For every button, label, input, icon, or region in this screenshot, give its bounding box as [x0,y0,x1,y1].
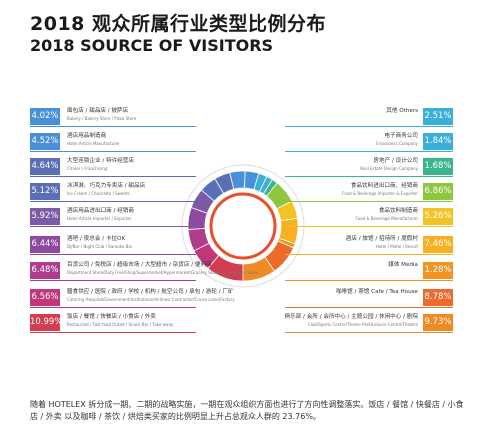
footer-text: 随着 HOTELEX 拆分成一期、二期的战略实施，一期在观众组织方面也进行了方向… [30,400,464,421]
legend-row: 6.56% 膳食供应 / 医院 / 政府 / 学校 / 机构 / 航空公司 / 承… [30,289,235,309]
legend-row: 4.52% 酒店用品制造商 Hotel Article Manufacturer [30,133,196,153]
legend-row: 8.78% 咖啡馆 / 茶馆 Cafe / Tea House [285,289,453,309]
category-label-en: Hotel Article Importer / Exporter [67,216,132,221]
leader-line [30,307,196,308]
leader-line [30,151,196,152]
leader-line [30,176,196,177]
category-label: 媒体 Media [388,262,418,268]
legend-row: 5.26% 食品饮料制造商 Food & Beverage Manufacturer [285,208,453,228]
category-label-en: Food & Beverage Manufacturer [355,216,418,221]
category-label-en: DJ/Bar / Night Club / Karaoke Bar [67,244,133,249]
percent-badge: 6.56% [30,289,60,306]
category-label-en: Hotel Article Manufacturer [67,141,120,146]
category-label-en: Department Store/Duty Free/Shop/Supermar… [67,270,258,275]
percent-badge: 1.28% [423,262,453,279]
percent-badge: 6.44% [30,236,60,253]
percent-badge: 6.86% [423,183,453,200]
category-label: 酒店用品制造商 [67,133,107,139]
legend-row: 7.46% 酒店 / 旅馆 / 招待所 / 度假村 Hotel / Motel / … [285,236,453,256]
percent-badge: 9.73% [423,314,453,331]
donut-chart [181,164,305,288]
category-label-en: Ice Cream / Chocolate / Sweets [67,191,130,196]
category-label: 电子商务公司 [384,133,418,139]
legend-row: 1.68% 房地产 / 设计公司 Real Estate Design Compan… [285,158,453,178]
percent-badge: 2.51% [423,108,453,125]
percent-badge: 5.26% [423,208,453,225]
legend-row: 6.86% 食品饮料进出口商、经销商 Food & Beverage Importe… [285,183,453,203]
category-label-en: Bakery / Bakery Store / Pizza Store [67,116,137,121]
percent-badge: 5.92% [30,208,60,225]
legend-row: 5.12% 冰淇淋、巧克力专卖店 / 甜品店 Ice Cream / Chocola… [30,183,196,203]
percent-badge: 8.78% [423,289,453,306]
leader-line [285,280,453,281]
category-label-en: Food & Beverage Importer & Exporter [342,191,418,196]
category-label-en: Catering /Hospital/Government/Institutio… [67,297,235,302]
percent-badge: 5.12% [30,183,60,200]
percent-badge: 6.48% [30,262,60,279]
leader-line [285,151,453,152]
percent-badge: 4.02% [30,108,60,125]
category-label-en: Club/Sports Centre/Theme Park/Leisure Ce… [307,322,418,327]
category-label-en: E-business Company [376,141,418,146]
leader-line [285,254,453,255]
legend-row: 6.44% 酒吧 / 夜总会 / 卡拉OK DJ/Bar / Night Club … [30,236,196,256]
category-label: 膳食供应 / 医院 / 政府 / 学校 / 机构 / 航空公司 / 承包 / 游… [67,289,234,295]
category-label: 饭店 / 餐馆 / 快餐店 / 小食店 / 外卖 [67,314,156,320]
leader-line [30,226,196,227]
category-label: 其他 Others [386,108,418,114]
page-title: 2018 观众所属行业类型比例分布 [30,13,326,35]
leader-line [285,307,453,308]
category-label: 食品饮料进出口商、经销商 [350,183,418,189]
category-label: 酒店 / 旅馆 / 招待所 / 度假村 [345,236,418,242]
legend-row: 1.84% 电子商务公司 E-business Company [285,133,453,153]
leader-line [285,126,453,127]
category-label: 咖啡馆 / 茶馆 Cafe / Tea House [335,289,418,295]
category-label: 酒店用品进出口商 / 经销商 [67,208,134,214]
percent-badge: 7.46% [423,236,453,253]
category-label: 酒吧 / 夜总会 / 卡拉OK [67,236,126,242]
donut-segment [242,256,276,282]
legend-row: 4.02% 面包店 / 甜品店 / 披萨店 Bakery / Bakery Stor… [30,108,196,128]
leader-line [30,332,196,333]
category-label: 食品饮料制造商 [378,208,418,214]
leader-line [30,280,196,281]
category-label: 俱乐部 / 会所 / 会所中心 / 主题公园 / 休闲中心 / 剧院 [284,314,419,320]
leader-line [30,126,196,127]
leader-line [285,226,453,227]
legend-row: 6.48% 百货公司 / 免税店 / 超级市场 / 大型超市 / 杂货店 / 便利… [30,262,258,282]
percent-badge: 4.52% [30,133,60,150]
leader-line [285,201,453,202]
legend-row: 4.64% 大型连锁企业 / 特许经营店 Chains / Franchising [30,158,196,178]
category-label: 面包店 / 甜品店 / 披萨店 [67,108,129,114]
legend-row: 1.28% 媒体 Media [285,262,453,282]
legend-row: 2.51% 其他 Others [285,108,453,128]
percent-badge: 1.68% [423,158,453,175]
donut-inner-ring [209,192,277,260]
category-label: 大型连锁企业 / 特许经营店 [67,158,134,164]
leader-line [30,254,196,255]
category-label-en: Hotel / Motel / Resort [375,244,418,249]
percent-badge: 10.99% [30,314,62,331]
leader-line [30,201,196,202]
category-label: 冰淇淋、巧克力专卖店 / 甜品店 [67,183,146,189]
leader-line [285,332,453,333]
legend-row: 10.99% 饭店 / 餐馆 / 快餐店 / 小食店 / 外卖 Restaurant… [30,314,196,334]
category-label-en: Chains / Franchising [67,166,108,171]
page-subtitle: 2018 SOURCE OF VISITORS [30,36,274,55]
category-label-en: Real Estate Design Company [360,166,418,171]
category-label: 百货公司 / 免税店 / 超级市场 / 大型超市 / 杂货店 / 便利店 [67,262,212,268]
legend-row: 5.92% 酒店用品进出口商 / 经销商 Hotel Article Importe… [30,208,196,228]
percent-badge: 1.84% [423,133,453,150]
category-label-en: Restaurant / Fast food Outlet / Snack Ba… [67,322,174,327]
category-label: 房地产 / 设计公司 [373,158,418,164]
leader-line [285,176,453,177]
legend-row: 9.73% 俱乐部 / 会所 / 会所中心 / 主题公园 / 休闲中心 / 剧院 C… [285,314,453,334]
percent-badge: 4.64% [30,158,60,175]
